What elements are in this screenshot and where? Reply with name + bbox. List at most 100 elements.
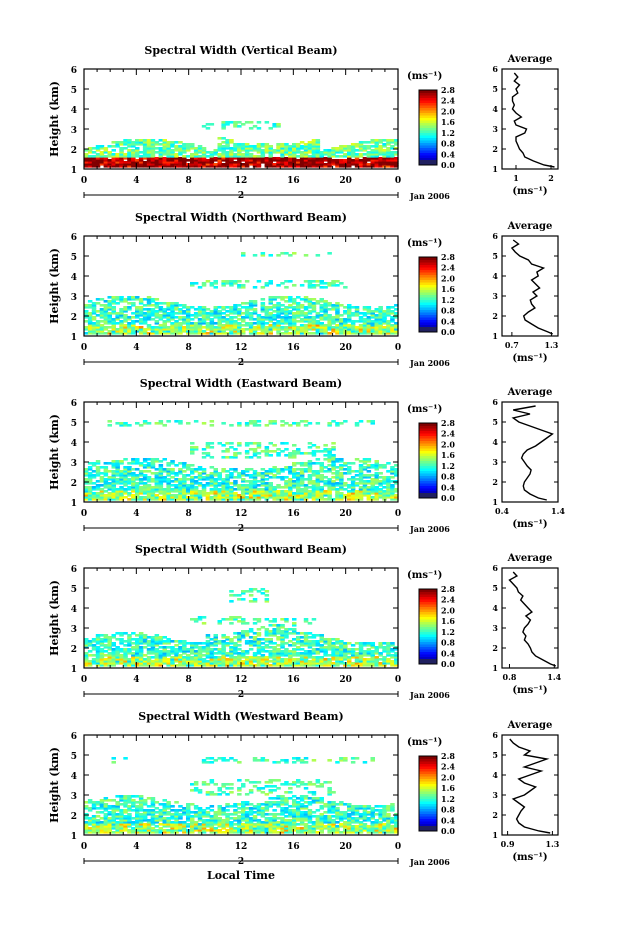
heatmap-cell <box>241 488 246 491</box>
heatmap-cell <box>84 159 89 162</box>
heatmap-cell <box>186 306 191 309</box>
heatmap-cell <box>288 316 293 319</box>
heatmap-cell <box>201 642 207 645</box>
heatmap-cell <box>241 252 246 255</box>
heatmap-cell <box>142 328 148 331</box>
heatmap-cell <box>374 149 379 152</box>
heatmap-cell <box>217 316 222 319</box>
heatmap-cell <box>311 308 317 311</box>
heatmap-cell <box>127 642 132 645</box>
heatmap-cell <box>339 149 344 152</box>
heatmap-cell <box>268 147 273 150</box>
heatmap-cell <box>142 312 148 315</box>
heatmap-cell <box>339 486 344 489</box>
heatmap-cell <box>362 332 368 335</box>
heatmap-cell <box>221 308 226 311</box>
heatmap-cell <box>292 474 297 477</box>
heatmap-cell <box>182 149 187 152</box>
x-tick-label: 16 <box>287 675 300 685</box>
heatmap-cell <box>350 650 356 653</box>
colorbar-tick-label: 2.8 <box>441 252 455 262</box>
heatmap-cell <box>354 328 360 331</box>
heatmap-cell <box>292 484 297 487</box>
heatmap-cell <box>170 470 175 473</box>
heatmap-cell <box>292 498 297 501</box>
heatmap-cell <box>111 159 116 162</box>
heatmap-cell <box>213 310 218 313</box>
heatmap-cell <box>347 332 352 335</box>
heatmap-cell <box>146 486 152 489</box>
heatmap-cell <box>221 165 226 168</box>
heatmap-cell <box>343 472 348 475</box>
heatmap-cell <box>319 640 324 643</box>
heatmap-cell <box>174 304 179 307</box>
heatmap-cell <box>186 328 191 331</box>
heatmap-cell <box>221 636 226 639</box>
panel-title: Spectral Width (Westward Beam) <box>138 710 343 723</box>
heatmap-cell <box>244 328 250 331</box>
heatmap-cell <box>87 151 93 154</box>
heatmap-cell <box>311 145 317 148</box>
heatmap-cell <box>87 462 93 465</box>
heatmap-cell <box>217 472 222 475</box>
heatmap-cell <box>119 314 124 317</box>
heatmap-cell <box>272 296 277 299</box>
heatmap-cell <box>127 145 132 148</box>
colorbar-segment <box>419 322 437 325</box>
heatmap-cell <box>150 462 156 465</box>
x-tick-label: 12 <box>235 675 248 685</box>
heatmap-cell <box>99 642 105 645</box>
heatmap-cell <box>182 157 187 160</box>
heatmap-cell <box>107 817 112 820</box>
heatmap-cell <box>386 306 391 309</box>
heatmap-cell <box>197 320 203 323</box>
heatmap-cell <box>103 147 109 150</box>
heatmap-cell <box>335 658 340 661</box>
heatmap-cell <box>127 318 132 321</box>
heatmap-cell <box>213 474 218 477</box>
heatmap-cell <box>115 470 120 473</box>
heatmap-cell <box>103 157 109 160</box>
heatmap-cell <box>327 454 332 457</box>
heatmap-cell <box>150 458 156 461</box>
heatmap-cell <box>315 280 321 283</box>
heatmap-cell <box>358 466 364 469</box>
heatmap-cell <box>252 472 258 475</box>
heatmap-cell <box>229 648 234 651</box>
heatmap-cell <box>323 153 328 156</box>
heatmap-cell <box>138 474 144 477</box>
heatmap-cell <box>205 159 211 162</box>
heatmap-cell <box>260 638 266 641</box>
heatmap-cell <box>217 476 222 479</box>
heatmap-cell <box>366 324 372 327</box>
heatmap-cell <box>280 165 285 168</box>
heatmap-cell <box>138 634 144 637</box>
heatmap-cell <box>182 165 187 168</box>
heatmap-cell <box>213 326 218 329</box>
heatmap-cell <box>394 498 399 501</box>
heatmap-cell <box>233 153 238 156</box>
heatmap-cell <box>154 328 160 331</box>
heatmap-cell <box>268 324 273 327</box>
heatmap-cell <box>347 308 352 311</box>
heatmap-cell <box>394 658 399 661</box>
heatmap-cell <box>296 143 301 146</box>
heatmap-cell <box>162 478 167 481</box>
heatmap-cell <box>335 306 340 309</box>
heatmap-cell <box>284 660 289 663</box>
heatmap-cell <box>252 486 258 489</box>
heatmap-cell <box>319 490 324 493</box>
heatmap-cell <box>107 799 112 802</box>
heatmap-cell <box>229 638 234 641</box>
colorbar-segment <box>419 130 437 133</box>
heatmap-cell <box>84 316 89 319</box>
heatmap-cell <box>288 486 293 489</box>
heatmap-cell <box>260 306 266 309</box>
heatmap-cell <box>335 472 340 475</box>
heatmap-cell <box>303 644 309 647</box>
heatmap-cell <box>170 308 175 311</box>
heatmap-cell <box>225 480 230 483</box>
heatmap-cell <box>225 159 230 162</box>
heatmap-cell <box>292 492 297 495</box>
heatmap-cell <box>390 488 395 491</box>
